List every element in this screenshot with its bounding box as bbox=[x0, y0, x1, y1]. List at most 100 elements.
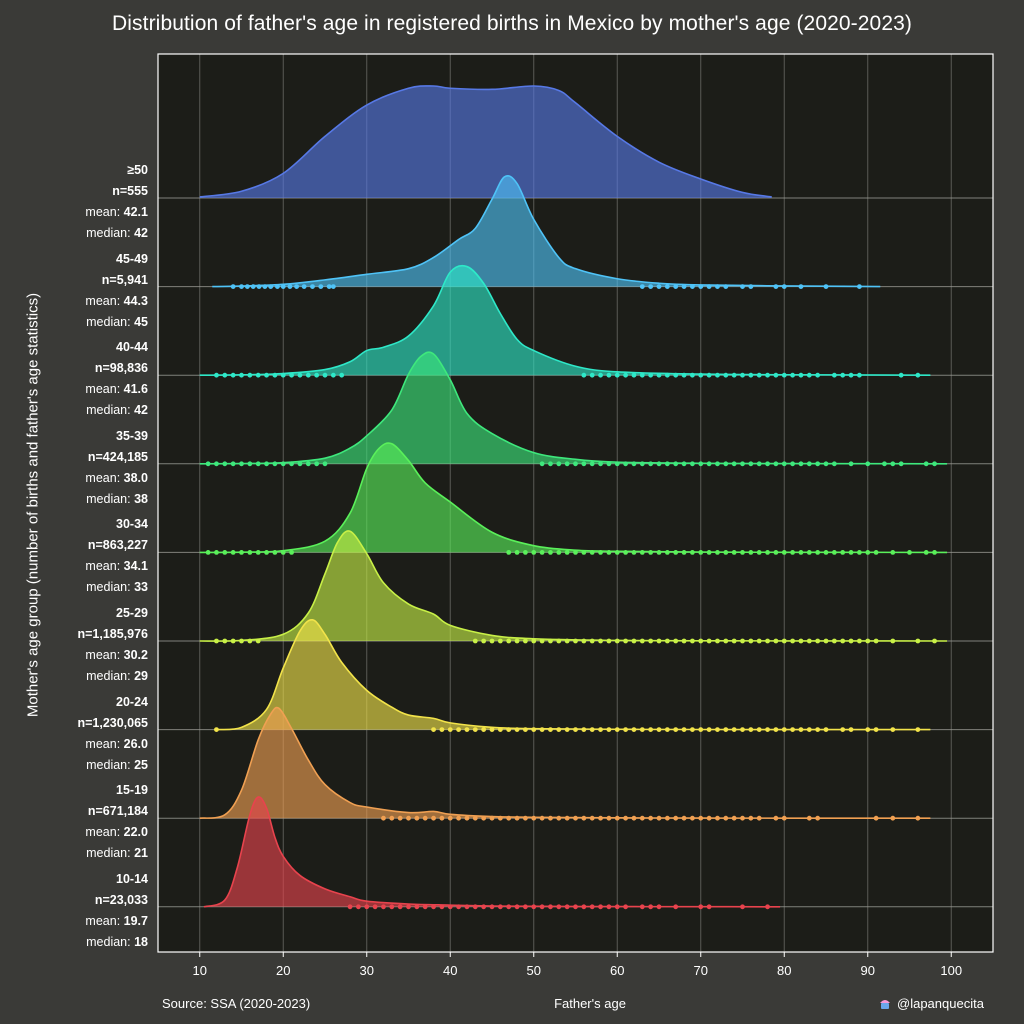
x-axis-label: Father's age bbox=[554, 996, 626, 1011]
outlier-point bbox=[581, 904, 587, 910]
outlier-point bbox=[581, 461, 587, 467]
outlier-point bbox=[781, 461, 787, 467]
outlier-point bbox=[639, 727, 645, 732]
outlier-point bbox=[623, 727, 628, 732]
outlier-point bbox=[250, 284, 256, 289]
group-median: median: 45 bbox=[86, 314, 148, 329]
outlier-point bbox=[514, 638, 520, 644]
outlier-point bbox=[673, 815, 679, 821]
outlier-point bbox=[214, 550, 219, 555]
outlier-point bbox=[773, 550, 779, 555]
outlier-point bbox=[706, 727, 712, 732]
outlier-point bbox=[564, 550, 570, 555]
outlier-point bbox=[823, 727, 829, 732]
group-label: 15-19 bbox=[116, 783, 148, 798]
x-tick-label: 70 bbox=[694, 963, 708, 978]
outlier-point bbox=[840, 727, 846, 732]
outlier-point bbox=[623, 904, 628, 910]
outlier-point bbox=[556, 727, 562, 732]
outlier-point bbox=[798, 284, 804, 289]
outlier-point bbox=[639, 550, 645, 555]
outlier-point bbox=[230, 461, 236, 467]
outlier-point bbox=[781, 815, 787, 821]
outlier-point bbox=[715, 727, 720, 732]
outlier-point bbox=[272, 372, 278, 378]
outlier-point bbox=[765, 727, 770, 732]
outlier-point bbox=[698, 461, 704, 467]
outlier-point bbox=[690, 372, 695, 378]
outlier-point bbox=[564, 727, 570, 732]
outlier-point bbox=[506, 727, 512, 732]
outlier-point bbox=[573, 904, 578, 910]
group-count: n=5,941 bbox=[101, 272, 148, 287]
density-area-≥50 bbox=[199, 85, 772, 198]
outlier-point bbox=[831, 550, 837, 555]
outlier-point bbox=[239, 550, 244, 555]
outlier-point bbox=[873, 638, 879, 644]
outlier-point bbox=[840, 372, 846, 378]
outlier-point bbox=[239, 638, 244, 644]
outlier-point bbox=[815, 638, 821, 644]
outlier-point bbox=[823, 461, 829, 467]
outlier-point bbox=[706, 550, 712, 555]
outlier-point bbox=[715, 550, 720, 555]
outlier-point bbox=[573, 638, 578, 644]
outlier-point bbox=[422, 815, 428, 821]
outlier-point bbox=[798, 372, 804, 378]
outlier-point bbox=[539, 550, 545, 555]
outlier-point bbox=[456, 815, 461, 821]
outlier-point bbox=[280, 372, 286, 378]
group-mean: mean: 44.3 bbox=[85, 293, 148, 308]
outlier-point bbox=[523, 550, 528, 555]
outlier-point bbox=[923, 550, 929, 555]
outlier-point bbox=[664, 815, 670, 821]
outlier-point bbox=[481, 727, 487, 732]
outlier-point bbox=[831, 461, 837, 467]
outlier-point bbox=[681, 461, 687, 467]
outlier-point bbox=[773, 461, 779, 467]
outlier-point bbox=[731, 638, 737, 644]
outlier-point bbox=[506, 550, 512, 555]
outlier-point bbox=[372, 904, 378, 910]
group-label: 10-14 bbox=[116, 871, 148, 886]
outlier-point bbox=[740, 284, 745, 289]
outlier-point bbox=[740, 550, 745, 555]
outlier-point bbox=[264, 461, 269, 467]
outlier-point bbox=[222, 372, 228, 378]
group-label: 20-24 bbox=[116, 694, 148, 709]
outlier-point bbox=[873, 815, 879, 821]
outlier-point bbox=[932, 461, 937, 467]
outlier-point bbox=[840, 550, 846, 555]
outlier-point bbox=[698, 727, 704, 732]
outlier-point bbox=[848, 550, 854, 555]
outlier-point bbox=[268, 284, 274, 289]
outlier-point bbox=[287, 284, 293, 289]
outlier-point bbox=[339, 372, 345, 378]
outlier-point bbox=[740, 372, 745, 378]
outlier-point bbox=[865, 638, 871, 644]
outlier-point bbox=[506, 904, 512, 910]
outlier-point bbox=[564, 638, 570, 644]
outlier-point bbox=[314, 372, 320, 378]
outlier-point bbox=[715, 638, 720, 644]
outlier-point bbox=[464, 815, 470, 821]
outlier-point bbox=[614, 372, 620, 378]
outlier-point bbox=[230, 372, 236, 378]
outlier-point bbox=[790, 550, 795, 555]
outlier-point bbox=[614, 550, 620, 555]
outlier-point bbox=[773, 284, 779, 289]
outlier-point bbox=[256, 284, 262, 289]
group-count: n=23,033 bbox=[94, 892, 148, 907]
outlier-point bbox=[214, 372, 219, 378]
outlier-point bbox=[606, 372, 612, 378]
outlier-point bbox=[247, 638, 253, 644]
outlier-point bbox=[598, 727, 603, 732]
outlier-point bbox=[531, 815, 537, 821]
outlier-point bbox=[765, 638, 770, 644]
outlier-point bbox=[673, 372, 679, 378]
density-line-40-44 bbox=[199, 264, 931, 376]
outlier-point bbox=[639, 284, 645, 289]
outlier-point bbox=[472, 638, 478, 644]
outlier-point bbox=[873, 727, 879, 732]
